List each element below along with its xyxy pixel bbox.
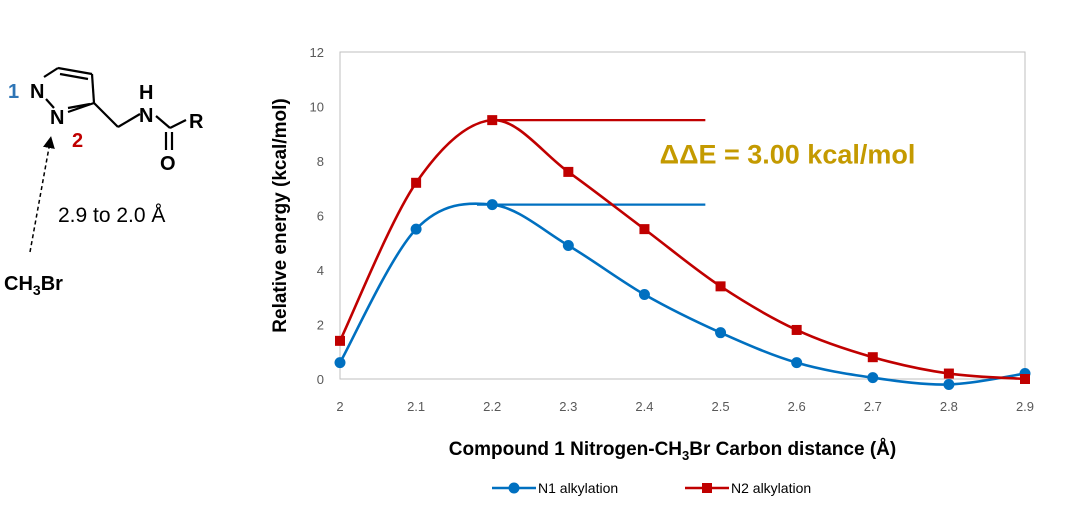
- plot-frame: [339, 51, 1026, 380]
- x-tick-label: 2.7: [864, 399, 882, 414]
- y-axis-title: Relative energy (kcal/mol): [270, 98, 291, 332]
- data-point-n2-alkylation: [563, 166, 574, 177]
- y-tick-label: 8: [317, 154, 324, 169]
- series-n1-alkylation: [334, 199, 1031, 390]
- x-axis-title-end: Br Carbon distance (Å): [689, 439, 896, 460]
- y-axis-ticks: 0 2 4 6 8 10 12: [310, 45, 324, 387]
- data-point-n2-alkylation: [943, 368, 954, 379]
- atom-h: H: [139, 82, 153, 104]
- data-point-n1-alkylation: [562, 239, 574, 251]
- data-point-n1-alkylation: [867, 372, 879, 384]
- approach-arrow: [29, 136, 55, 253]
- data-point-n1-alkylation: [943, 378, 955, 390]
- x-tick-label: 2.4: [635, 399, 653, 414]
- series-n2-alkylation: [335, 115, 1030, 384]
- x-tick-label: 2.8: [940, 399, 958, 414]
- legend: N1 alkylation N2 alkylation: [492, 480, 811, 496]
- data-point-n2-alkylation: [639, 224, 650, 235]
- x-tick-label: 2.6: [788, 399, 806, 414]
- pyrazole-ring: [43, 66, 96, 114]
- x-axis-title-sub: 3: [682, 448, 689, 463]
- data-point-n2-alkylation: [867, 352, 878, 363]
- x-axis-title: Compound 1 Nitrogen-CH3Br Carbon distanc…: [449, 439, 896, 463]
- atom-n1: N: [30, 81, 44, 103]
- reaction-scheme: N N 1 2 H N R O 2.9 to 2.0 Å CH3Br: [4, 66, 204, 298]
- data-point-n1-alkylation: [638, 289, 650, 301]
- label-1: 1: [8, 81, 19, 103]
- reagent-end: Br: [41, 273, 63, 295]
- y-tick-label: 2: [317, 318, 324, 333]
- data-point-n1-alkylation: [334, 357, 346, 369]
- series-line-n2-alkylation: [338, 118, 1026, 381]
- side-chain-bonds: [93, 102, 187, 150]
- label-2: 2: [72, 130, 83, 152]
- data-point-n1-alkylation: [791, 357, 803, 369]
- data-point-n2-alkylation: [487, 115, 498, 126]
- legend-label-n2-alkylation: N2 alkylation: [731, 480, 811, 496]
- legend-label-n1-alkylation: N1 alkylation: [538, 480, 618, 496]
- plot-border: [339, 51, 1026, 380]
- y-tick-label: 0: [317, 372, 324, 387]
- delta-energy-annotation: ΔΔE = 3.00 kcal/mol: [660, 140, 916, 170]
- data-point-n2-alkylation: [791, 324, 802, 335]
- data-point-n2-alkylation: [715, 281, 726, 292]
- series-layer: [334, 115, 1031, 390]
- y-tick-label: 10: [310, 100, 324, 115]
- reagent-main: CH: [4, 273, 33, 295]
- atom-nh: N: [139, 105, 153, 127]
- y-tick-label: 12: [310, 45, 324, 60]
- data-point-n1-alkylation: [486, 199, 498, 211]
- y-tick-label: 6: [317, 209, 324, 224]
- legend-item-n2-alkylation: N2 alkylation: [685, 480, 811, 496]
- reference-lines: [477, 119, 706, 206]
- data-point-n1-alkylation: [715, 327, 727, 339]
- data-point-n1-alkylation: [410, 223, 422, 235]
- data-point-n2-alkylation: [411, 177, 422, 188]
- legend-item-n1-alkylation: N1 alkylation: [492, 480, 618, 496]
- x-tick-label: 2.1: [407, 399, 425, 414]
- reagent-label: CH3Br: [4, 273, 63, 298]
- x-tick-label: 2.3: [559, 399, 577, 414]
- atom-o: O: [160, 153, 176, 175]
- legend-marker-n2-alkylation: [702, 483, 712, 493]
- x-axis-ticks: 2 2.1 2.2 2.3 2.4 2.5 2.6 2.7 2.8 2.9: [336, 399, 1034, 414]
- x-axis-title-main: Compound 1 Nitrogen-CH: [449, 439, 682, 460]
- legend-marker-n1-alkylation: [508, 482, 520, 494]
- reagent-sub: 3: [33, 282, 41, 298]
- series-line-n1-alkylation: [338, 202, 1026, 386]
- x-tick-label: 2.2: [483, 399, 501, 414]
- distance-label: 2.9 to 2.0 Å: [58, 204, 165, 227]
- data-point-n2-alkylation: [1020, 374, 1030, 384]
- y-tick-label: 4: [317, 263, 324, 278]
- x-tick-label: 2.5: [712, 399, 730, 414]
- atom-r: R: [189, 111, 204, 133]
- x-tick-label: 2: [336, 399, 343, 414]
- data-point-n2-alkylation: [335, 335, 345, 346]
- atom-n2: N: [50, 107, 64, 129]
- x-tick-label: 2.9: [1016, 399, 1034, 414]
